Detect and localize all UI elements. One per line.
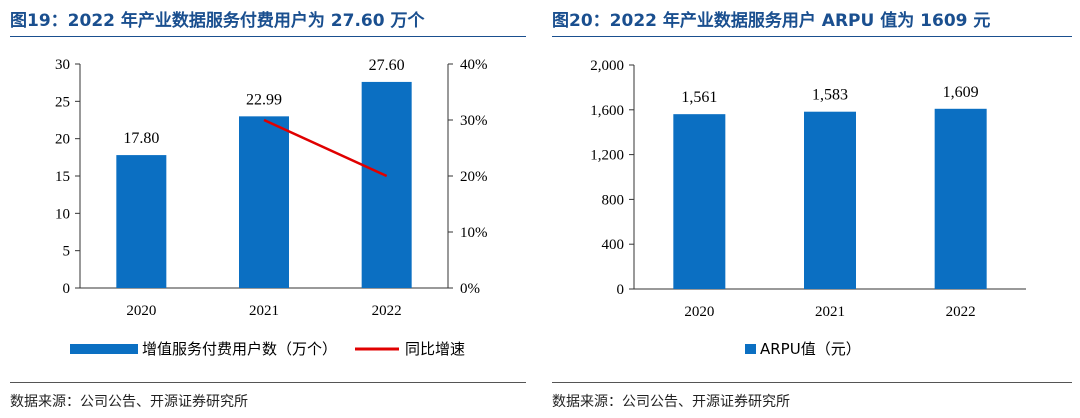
- growth-rate-line: [263, 118, 388, 178]
- bar: [239, 116, 289, 288]
- legend-bar-label: 增值服务付费用户数（万个）: [142, 340, 337, 358]
- y2-tick-label: 40%: [460, 57, 488, 73]
- x-tick-label: 2020: [684, 304, 714, 320]
- y-tick-label: 0: [617, 282, 625, 298]
- chart-panel-left: 图19：2022 年产业数据服务付费用户为 27.60 万个 0 5 10 15 20 2…: [10, 0, 526, 418]
- chart-left: 0 5 10 15 20 25 30 2020 2021 2022 17.80 22.99 27.60 0…: [55, 57, 488, 358]
- legend-bar-swatch: [70, 344, 138, 354]
- y-tick-label: 10: [55, 206, 70, 222]
- y-tick-label: 20: [55, 132, 70, 148]
- y-tick-label: 1,200: [590, 148, 624, 164]
- bar: [804, 111, 856, 289]
- y2-tick-label: 0%: [460, 281, 480, 297]
- legend-bar-swatch: [745, 344, 756, 354]
- y-tick-label: 25: [55, 94, 70, 110]
- y2-tick-label: 20%: [460, 169, 488, 185]
- chart-right: 0 400 800 1,200 1,600 2,000 2020 2021 2022 1,561 1…: [590, 58, 1026, 358]
- y-tick-label: 400: [602, 237, 625, 253]
- bar-value-label: 17.80: [123, 130, 159, 147]
- source-rule-left: [10, 382, 526, 383]
- y-tick-label: 5: [63, 244, 71, 260]
- chart-title-left: 图19：2022 年产业数据服务付费用户为 27.60 万个: [10, 11, 425, 31]
- x-tick-label: 2021: [815, 304, 845, 320]
- source-note-left: 数据来源：公司公告、开源证券研究所: [10, 394, 248, 410]
- legend-bar-label: ARPU值（元）: [760, 340, 861, 358]
- bar: [116, 155, 167, 288]
- y-tick-label: 0: [63, 281, 71, 297]
- y-tick-label: 2,000: [590, 58, 624, 74]
- bar-value-label: 27.60: [369, 57, 405, 74]
- x-tick-label: 2021: [249, 303, 279, 319]
- x-tick-label: 2022: [946, 304, 976, 320]
- source-note-right: 数据来源：公司公告、开源证券研究所: [552, 394, 790, 410]
- y-tick-label: 30: [55, 57, 70, 73]
- title-rule-left: [10, 36, 526, 37]
- x-tick-label: 2020: [126, 303, 156, 319]
- y-tick-label: 1,600: [590, 103, 624, 119]
- x-tick-label: 2022: [372, 303, 402, 319]
- y-tick-label: 15: [55, 169, 70, 185]
- y-tick-label: 800: [602, 192, 625, 208]
- source-rule-right: [552, 382, 1072, 383]
- bar: [934, 108, 987, 290]
- bar-value-label: 22.99: [246, 91, 282, 108]
- y2-tick-label: 10%: [460, 225, 488, 241]
- chart-panel-right: 图20：2022 年产业数据服务用户 ARPU 值为 1609 元 0 400 80…: [552, 0, 1072, 418]
- bar-value-label: 1,609: [943, 84, 979, 101]
- bar-value-label: 1,561: [681, 89, 717, 106]
- y2-tick-label: 30%: [460, 113, 488, 129]
- title-rule-right: [552, 36, 1072, 37]
- bar: [361, 81, 412, 288]
- legend-line-label: 同比增速: [405, 340, 465, 358]
- bar-value-label: 1,583: [812, 87, 848, 104]
- bar: [673, 114, 726, 289]
- chart-title-right: 图20：2022 年产业数据服务用户 ARPU 值为 1609 元: [552, 11, 991, 31]
